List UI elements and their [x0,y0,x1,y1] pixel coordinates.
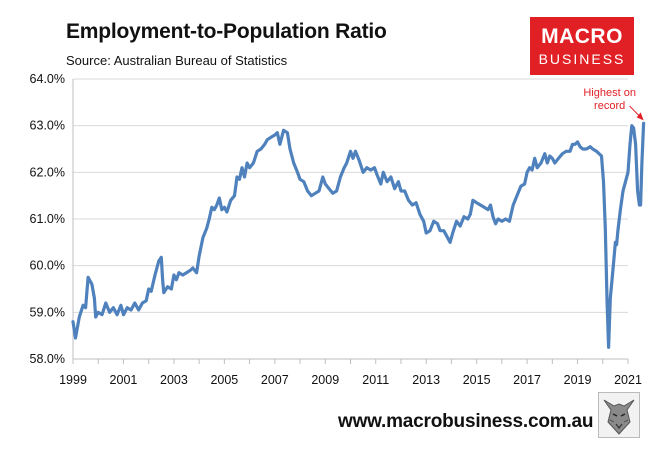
annotation-arrowhead [636,112,644,121]
x-tick-label: 2003 [160,373,188,387]
y-tick-label: 63.0% [30,119,65,133]
x-tick-label: 2013 [412,373,440,387]
x-tick-label: 2007 [261,373,289,387]
y-tick-label: 64.0% [30,72,65,86]
x-tick-label: 2021 [614,373,642,387]
series [71,121,646,349]
y-tick-label: 62.0% [30,165,65,179]
x-axis-ticks: 1999 2001 2003 2005 2007 2009 2011 2013 2015 2017… [59,359,642,387]
gridlines [73,78,628,313]
y-tick-label: 60.0% [30,259,65,273]
chart-subtitle: Source: Australian Bureau of Statistics [66,53,288,68]
axes [72,79,628,360]
series-line [71,121,646,349]
macrobusiness-logo: MACRO BUSINESS [530,17,634,75]
x-tick-label: 1999 [59,373,87,387]
wolf-logo-icon [598,392,640,438]
chart-title: Employment-to-Population Ratio [66,20,387,43]
x-tick-label: 2017 [513,373,541,387]
logo-line-2: BUSINESS [538,51,626,67]
x-tick-label: 2005 [210,373,238,387]
annotation-text: record [594,100,625,112]
x-tick-label: 2015 [463,373,491,387]
y-tick-label: 58.0% [30,352,65,366]
y-tick-label: 61.0% [30,212,65,226]
logo-line-1: MACRO [541,25,623,48]
website-url[interactable]: www.macrobusiness.com.au [338,411,594,432]
x-tick-label: 2019 [564,373,592,387]
annotation-text: Highest on [583,87,636,99]
x-tick-label: 2009 [311,373,339,387]
x-tick-label: 2011 [362,373,389,387]
y-tick-label: 59.0% [30,305,65,319]
y-axis-ticks: 58.0% 59.0% 60.0% 61.0% 62.0% 63.0% 64.0% [30,72,65,366]
x-tick-label: 2001 [110,373,138,387]
